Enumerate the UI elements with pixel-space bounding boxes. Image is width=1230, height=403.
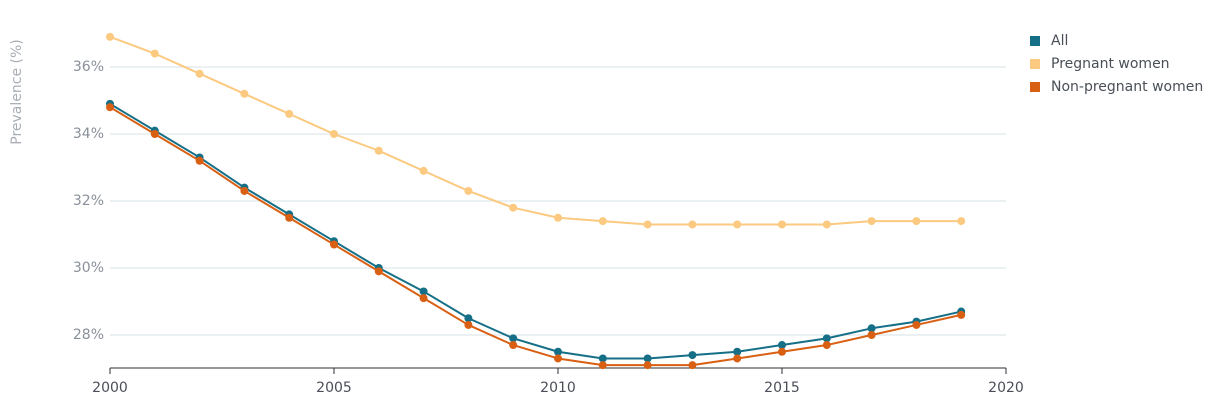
legend-swatch: [1030, 82, 1040, 92]
data-point: [374, 146, 383, 155]
data-point: [419, 166, 428, 175]
data-point: [285, 109, 294, 118]
data-point: [643, 354, 652, 363]
data-point: [554, 347, 562, 356]
axes: 28% 30% 32% 34% 36% 2000 2005 2010 2015 2020: [73, 59, 1024, 396]
data-point: [150, 130, 159, 138]
data-point: [867, 217, 876, 226]
legend-label: Pregnant women: [1051, 56, 1170, 72]
data-point: [778, 220, 786, 229]
data-point: [106, 103, 114, 112]
data-point: [957, 217, 966, 226]
legend-swatch: [1030, 59, 1040, 69]
series-line: [109, 35, 962, 226]
data-point: [688, 220, 697, 229]
data-point: [688, 361, 697, 370]
data-point: [464, 314, 473, 323]
data-point: [195, 156, 204, 165]
y-tick-label: 32%: [73, 193, 104, 209]
legend: All Pregnant women Non-pregnant women: [1030, 33, 1203, 95]
data-point: [464, 320, 473, 329]
data-point: [912, 217, 921, 226]
series-pregnant-women: [106, 32, 966, 229]
data-point: [733, 354, 742, 363]
legend-swatch: [1030, 36, 1040, 46]
data-point: [822, 220, 831, 229]
legend-label: Non-pregnant women: [1051, 79, 1203, 95]
data-point: [419, 294, 428, 303]
data-point: [240, 186, 249, 195]
data-point: [330, 240, 338, 249]
data-point: [330, 130, 338, 138]
x-tick-label: 2010: [540, 380, 576, 396]
data-point: [643, 220, 652, 229]
data-point: [554, 354, 562, 363]
data-point: [285, 213, 294, 222]
data-point: [867, 331, 876, 339]
x-tick-label: 2005: [316, 380, 352, 396]
data-point: [195, 69, 204, 78]
data-point: [240, 89, 249, 98]
data-point: [598, 217, 607, 226]
data-point: [912, 320, 921, 329]
x-tick-label: 2000: [92, 380, 128, 396]
y-tick-label: 28%: [73, 327, 104, 343]
y-tick-label: 34%: [73, 126, 104, 142]
data-point: [509, 203, 518, 212]
data-point: [150, 49, 159, 58]
data-point: [822, 334, 831, 343]
data-point: [509, 334, 518, 343]
y-axis-label: Prevalence (%): [9, 39, 25, 145]
series-line: [109, 106, 962, 367]
data-point: [688, 351, 697, 360]
data-point: [733, 347, 742, 356]
legend-label: All: [1051, 33, 1068, 49]
data-point: [419, 287, 428, 296]
x-tick-label: 2015: [764, 380, 800, 396]
data-point: [867, 324, 876, 333]
data-point: [464, 186, 473, 195]
data-point: [554, 213, 562, 222]
data-point: [778, 347, 786, 356]
data-point: [106, 32, 114, 41]
data-point: [778, 341, 786, 350]
data-point: [598, 354, 607, 363]
data-point: [598, 361, 607, 370]
gridlines: [110, 66, 1006, 336]
x-tick-label: 2020: [988, 380, 1024, 396]
series-line: [109, 102, 962, 360]
data-point: [733, 220, 742, 229]
series-non-pregnant-women: [106, 103, 966, 370]
data-point: [957, 310, 966, 319]
series-all: [106, 99, 966, 363]
data-point: [509, 341, 518, 350]
y-tick-label: 30%: [73, 260, 104, 276]
data-point: [374, 267, 383, 276]
data-point: [643, 361, 652, 370]
y-tick-label: 36%: [73, 59, 104, 75]
series-group: [106, 32, 966, 370]
data-point: [822, 341, 831, 350]
